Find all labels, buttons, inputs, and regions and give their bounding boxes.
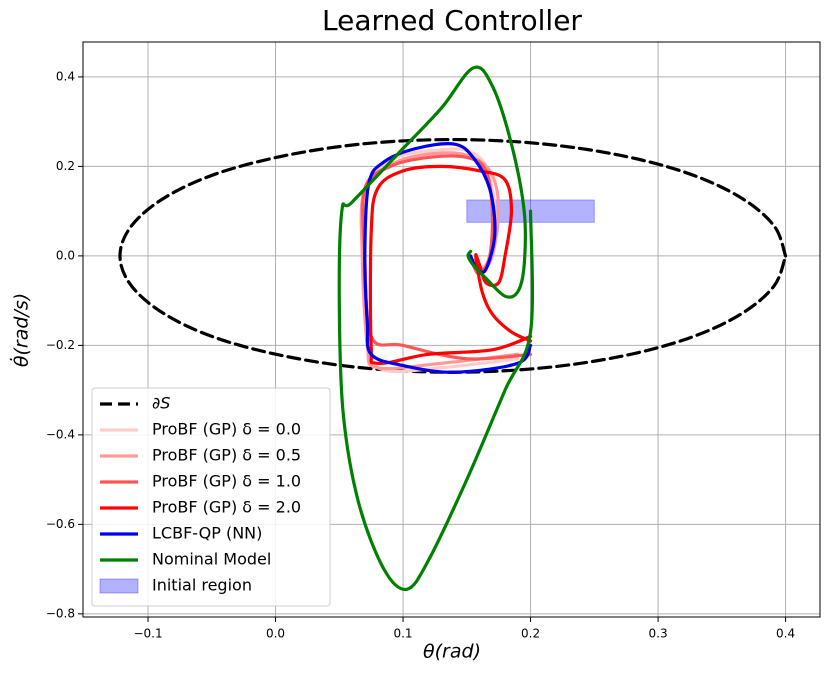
legend-box [91, 387, 331, 607]
y-tick-label: −0.8 [46, 606, 75, 620]
x-tick-label: −0.1 [133, 627, 162, 641]
legend-label: Initial region [152, 576, 252, 595]
y-tick-label: −0.4 [46, 427, 75, 441]
y-tick-label: 0.0 [56, 248, 75, 262]
y-tick-label: −0.2 [46, 338, 75, 352]
y-axis-label: θ̇(rad/s) [8, 293, 32, 367]
x-axis-label: θ(rad) [423, 641, 481, 663]
x-tick-label: 0.4 [776, 627, 795, 641]
legend-label: ProBF (GP) δ = 1.0 [152, 472, 301, 491]
x-tick-label: 0.3 [649, 627, 668, 641]
y-tick-label: −0.6 [46, 517, 75, 531]
legend-label: ProBF (GP) δ = 0.0 [152, 420, 301, 439]
x-tick-label: 0.1 [393, 627, 412, 641]
legend-label: Nominal Model [152, 550, 271, 569]
series-line [118, 137, 788, 374]
y-tick-label: 0.2 [56, 159, 75, 173]
x-tick-label: 0.2 [521, 627, 540, 641]
legend-label: LCBF-QP (NN) [152, 524, 262, 543]
series-line [337, 65, 535, 592]
chart-title: Learned Controller [322, 4, 582, 37]
series-line [363, 142, 533, 374]
series-line [359, 151, 520, 371]
legend-label: ProBF (GP) δ = 2.0 [152, 498, 301, 517]
legend-swatch [99, 578, 139, 594]
legend-label: ProBF (GP) δ = 0.5 [152, 446, 301, 465]
series-line [368, 164, 533, 366]
plot-frame [82, 41, 821, 618]
legend-label: ∂S [152, 394, 170, 413]
x-tick-label: 0.0 [266, 627, 285, 641]
y-tick-label: 0.4 [56, 69, 75, 83]
series-line [361, 154, 533, 361]
